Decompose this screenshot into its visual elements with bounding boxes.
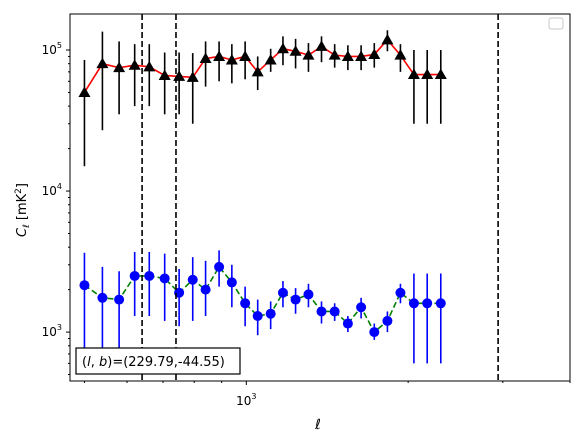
data-point: [226, 277, 237, 288]
data-point: [200, 284, 211, 295]
data-point: [277, 287, 288, 298]
data-point: [315, 40, 328, 51]
series-0: [78, 30, 447, 167]
data-point: [78, 86, 91, 97]
data-point: [328, 49, 341, 60]
annotation: (l, b)=(229.79,-44.55): [75, 347, 241, 375]
data-point: [239, 50, 252, 61]
data-point: [341, 50, 354, 61]
data-point: [342, 318, 353, 329]
data-point: [128, 59, 141, 70]
data-point: [265, 308, 276, 319]
data-point: [159, 273, 170, 284]
data-point: [143, 60, 156, 72]
x-tick-label: 103: [236, 392, 256, 408]
data-point: [422, 298, 433, 309]
data-point: [113, 61, 126, 73]
data-point: [394, 49, 407, 60]
data-point: [252, 311, 263, 322]
y-axis-label: Cℓ [mK2]: [14, 183, 32, 237]
data-point: [290, 294, 301, 305]
data-point: [187, 274, 198, 285]
annotation-b: b: [99, 355, 107, 370]
y-tick-label: 104: [42, 182, 62, 198]
data-point: [264, 53, 277, 65]
data-point: [435, 298, 446, 309]
data-point: [303, 289, 314, 300]
y-tick-label: 105: [42, 41, 62, 57]
data-point: [368, 48, 381, 59]
data-point: [382, 315, 393, 326]
data-point: [289, 45, 302, 56]
data-point: [213, 50, 226, 61]
data-point: [395, 287, 406, 298]
data-point: [214, 261, 225, 272]
data-point: [129, 270, 140, 281]
y-tick-label: 103: [42, 323, 62, 339]
data-point: [302, 49, 315, 60]
series-1: [79, 250, 446, 375]
data-point: [408, 298, 419, 309]
data-point: [186, 71, 199, 82]
data-point: [329, 306, 340, 317]
data-point: [421, 68, 434, 80]
data-point: [97, 292, 108, 303]
data-point: [407, 68, 420, 80]
data-point: [96, 57, 109, 69]
data-point: [144, 270, 155, 281]
data-point: [369, 327, 380, 338]
data-point: [158, 69, 171, 80]
data-point: [114, 294, 125, 305]
data-point: [434, 68, 447, 80]
data-point: [225, 53, 238, 65]
data-point: [355, 50, 368, 61]
annotation-values: =(229.79,-44.55): [112, 355, 225, 370]
data-point: [316, 306, 327, 317]
data-point: [251, 65, 264, 77]
data-point: [199, 52, 212, 64]
annotation-l: l: [87, 355, 91, 370]
svg-text:(l, b)=(229.79,-44.55): (l, b)=(229.79,-44.55): [82, 355, 225, 370]
data-point: [240, 298, 251, 309]
x-axis-label: ℓ: [314, 417, 321, 433]
data-point: [381, 33, 394, 45]
svg-text:Cℓ [mK2]: Cℓ [mK2]: [14, 183, 32, 237]
legend-box: [548, 17, 564, 30]
data-point: [79, 280, 90, 291]
data-point: [276, 42, 289, 54]
annotation-box: [75, 347, 241, 375]
data-point: [356, 302, 367, 313]
